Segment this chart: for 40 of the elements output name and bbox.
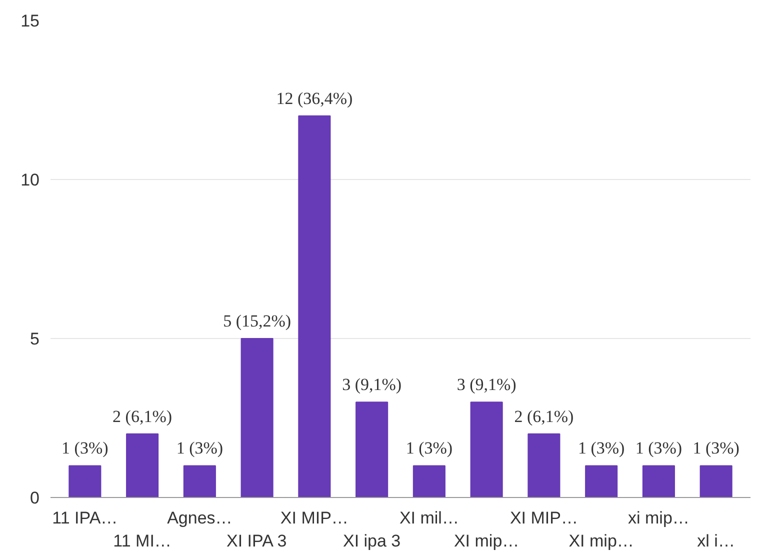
bar — [126, 433, 159, 498]
x-tick-label: XI MIP… — [280, 508, 348, 528]
data-label: 5 (15,2%) — [223, 312, 292, 330]
x-tick-label: xl i… — [697, 531, 735, 550]
x-tick-label: Agnes… — [167, 508, 232, 528]
data-label: 1 (3%) — [406, 438, 453, 458]
bar — [183, 465, 216, 498]
x-tick-label: XI MIP… — [510, 508, 578, 528]
data-label: 1 (3%) — [176, 438, 224, 458]
y-tick-label: 0 — [30, 488, 40, 508]
data-label: 12 (36,4%) — [276, 88, 353, 108]
y-tick-label: 10 — [20, 170, 40, 190]
bar — [412, 465, 446, 498]
x-tick-label: XI mip… — [454, 531, 520, 550]
y-tick-label: 15 — [20, 12, 40, 30]
bar — [528, 433, 560, 498]
data-label: 1 (3%) — [578, 438, 625, 458]
bar — [470, 402, 503, 498]
x-tick-label: 11 IPA… — [52, 508, 118, 528]
data-label: 1 (3%) — [635, 438, 682, 458]
x-tick-label: 11 MI… — [113, 531, 172, 550]
bar — [240, 338, 274, 498]
bar — [298, 115, 331, 498]
x-tick-label: xi mip… — [628, 508, 690, 528]
data-label: 1 (3%) — [62, 438, 108, 458]
bar — [642, 465, 675, 498]
data-label: 2 (6,1%) — [514, 406, 574, 426]
data-label: 3 (9,1%) — [456, 375, 516, 394]
x-tick-label: XI mil… — [399, 508, 459, 528]
y-tick-label: 5 — [30, 330, 40, 348]
x-tick-label: XI mip… — [568, 531, 634, 550]
x-tick-label: XI IPA 3 — [226, 531, 287, 550]
bar — [356, 402, 388, 498]
bar — [700, 465, 732, 498]
data-label: 1 (3%) — [692, 438, 740, 458]
data-label: 3 (9,1%) — [342, 375, 402, 394]
bar — [585, 465, 618, 498]
bar — [68, 465, 102, 498]
x-tick-label: XI ipa 3 — [342, 531, 401, 550]
data-label: 2 (6,1%) — [112, 406, 172, 426]
